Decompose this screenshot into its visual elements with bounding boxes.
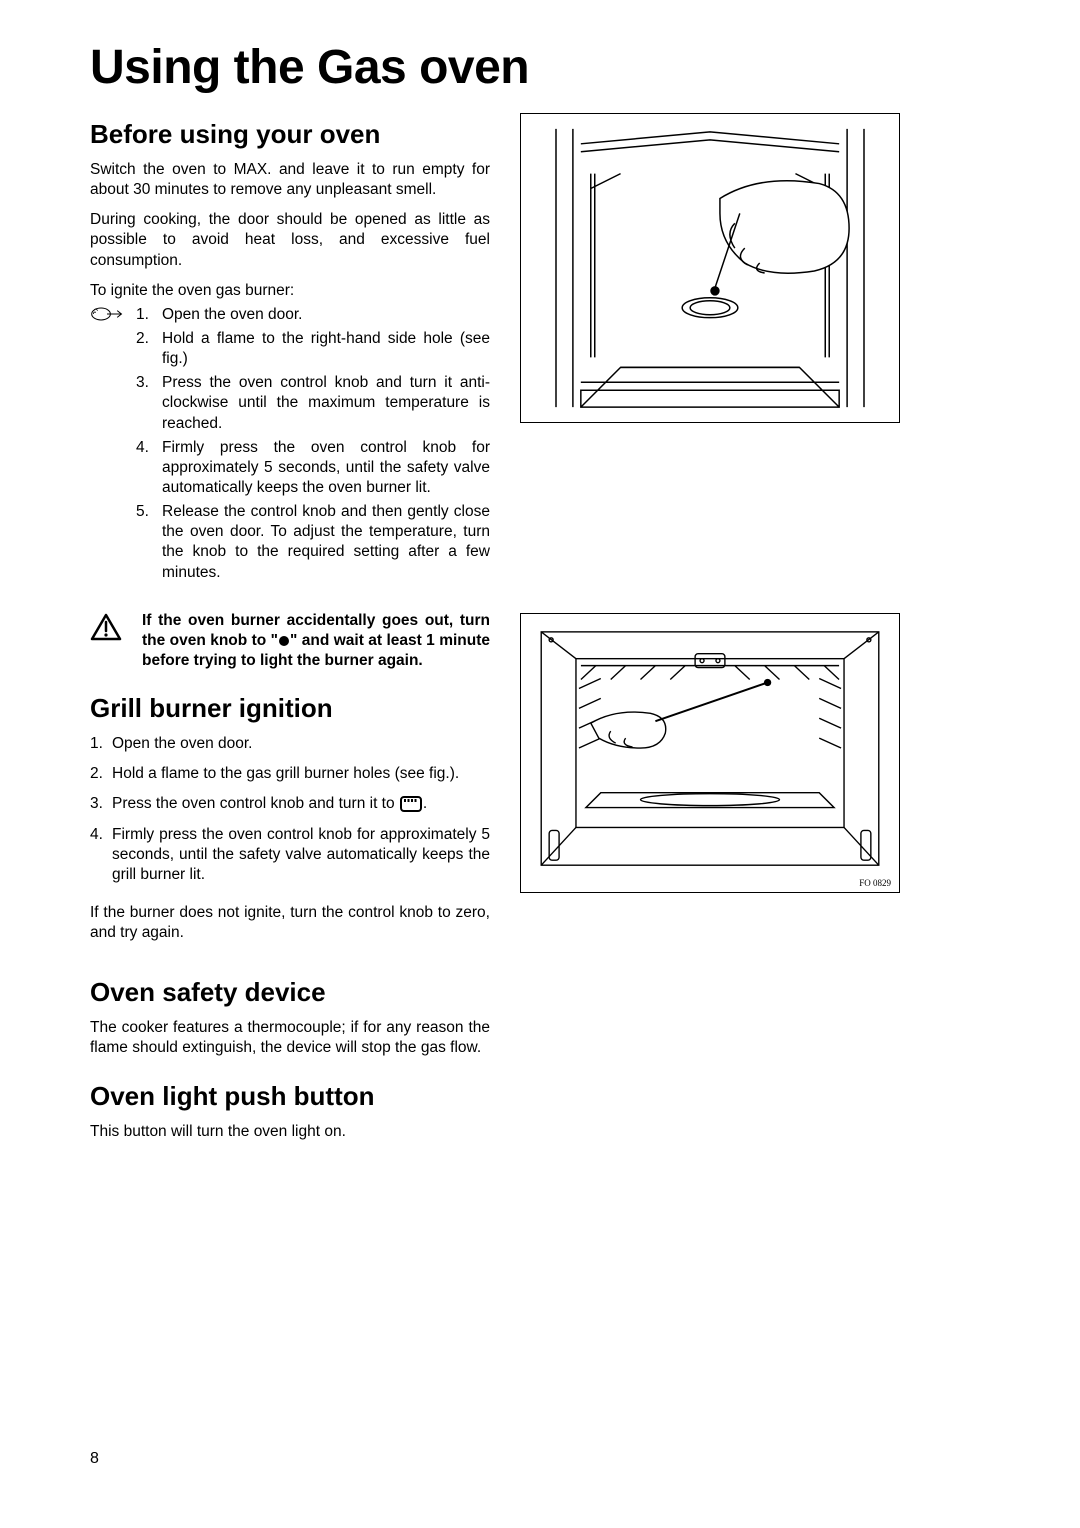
grill-diagram-icon <box>521 614 899 892</box>
grill-symbol-icon <box>400 796 422 812</box>
hand-pointer-icon <box>90 305 124 323</box>
list-item: Firmly press the oven control knob for a… <box>90 825 490 885</box>
list-item-text: . <box>423 795 427 812</box>
list-item: Release the control knob and then gently… <box>90 502 490 583</box>
heading-oven-light: Oven light push button <box>90 1081 490 1112</box>
list-item-text: Open the oven door. <box>162 306 302 323</box>
heading-safety-device: Oven safety device <box>90 977 490 1008</box>
paragraph: This button will turn the oven light on. <box>90 1122 490 1142</box>
list-item: Open the oven door. <box>90 305 490 325</box>
grill-note: If the burner does not ignite, turn the … <box>90 903 490 943</box>
list-item: Hold a flame to the right-hand side hole… <box>90 329 490 369</box>
heading-grill-ignition: Grill burner ignition <box>90 693 490 724</box>
grill-steps-list: Open the oven door. Hold a flame to the … <box>90 734 490 885</box>
content-columns: Before using your oven Switch the oven t… <box>90 113 995 1152</box>
figure-oven-ignition <box>520 113 900 423</box>
figure-grill-ignition: FO 0829 <box>520 613 900 893</box>
list-item: Firmly press the oven control knob for a… <box>90 438 490 498</box>
list-item: Hold a flame to the gas grill burner hol… <box>90 764 490 784</box>
paragraph: The cooker features a thermocouple; if f… <box>90 1018 490 1058</box>
page-title: Using the Gas oven <box>90 40 995 95</box>
list-item: Press the oven control knob and turn it … <box>90 794 490 814</box>
warning-block: If the oven burner accidentally goes out… <box>90 611 490 671</box>
page-number: 8 <box>90 1450 99 1468</box>
right-column: FO 0829 <box>520 113 995 1152</box>
oven-diagram-icon <box>521 114 899 422</box>
paragraph: During cooking, the door should be opene… <box>90 210 490 270</box>
list-item: Open the oven door. <box>90 734 490 754</box>
off-dot-icon <box>279 636 289 646</box>
oven-steps-list: Open the oven door. Hold a flame to the … <box>90 305 490 583</box>
paragraph: Switch the oven to MAX. and leave it to … <box>90 160 490 200</box>
ignite-intro: To ignite the oven gas burner: <box>90 281 490 301</box>
warning-triangle-icon <box>90 613 122 641</box>
heading-before-using: Before using your oven <box>90 119 490 150</box>
left-column: Before using your oven Switch the oven t… <box>90 113 490 1152</box>
list-item-text: Press the oven control knob and turn it … <box>112 795 399 812</box>
warning-text: If the oven burner accidentally goes out… <box>142 611 490 671</box>
list-item: Press the oven control knob and turn it … <box>90 373 490 433</box>
figure-label: FO 0829 <box>859 878 891 888</box>
